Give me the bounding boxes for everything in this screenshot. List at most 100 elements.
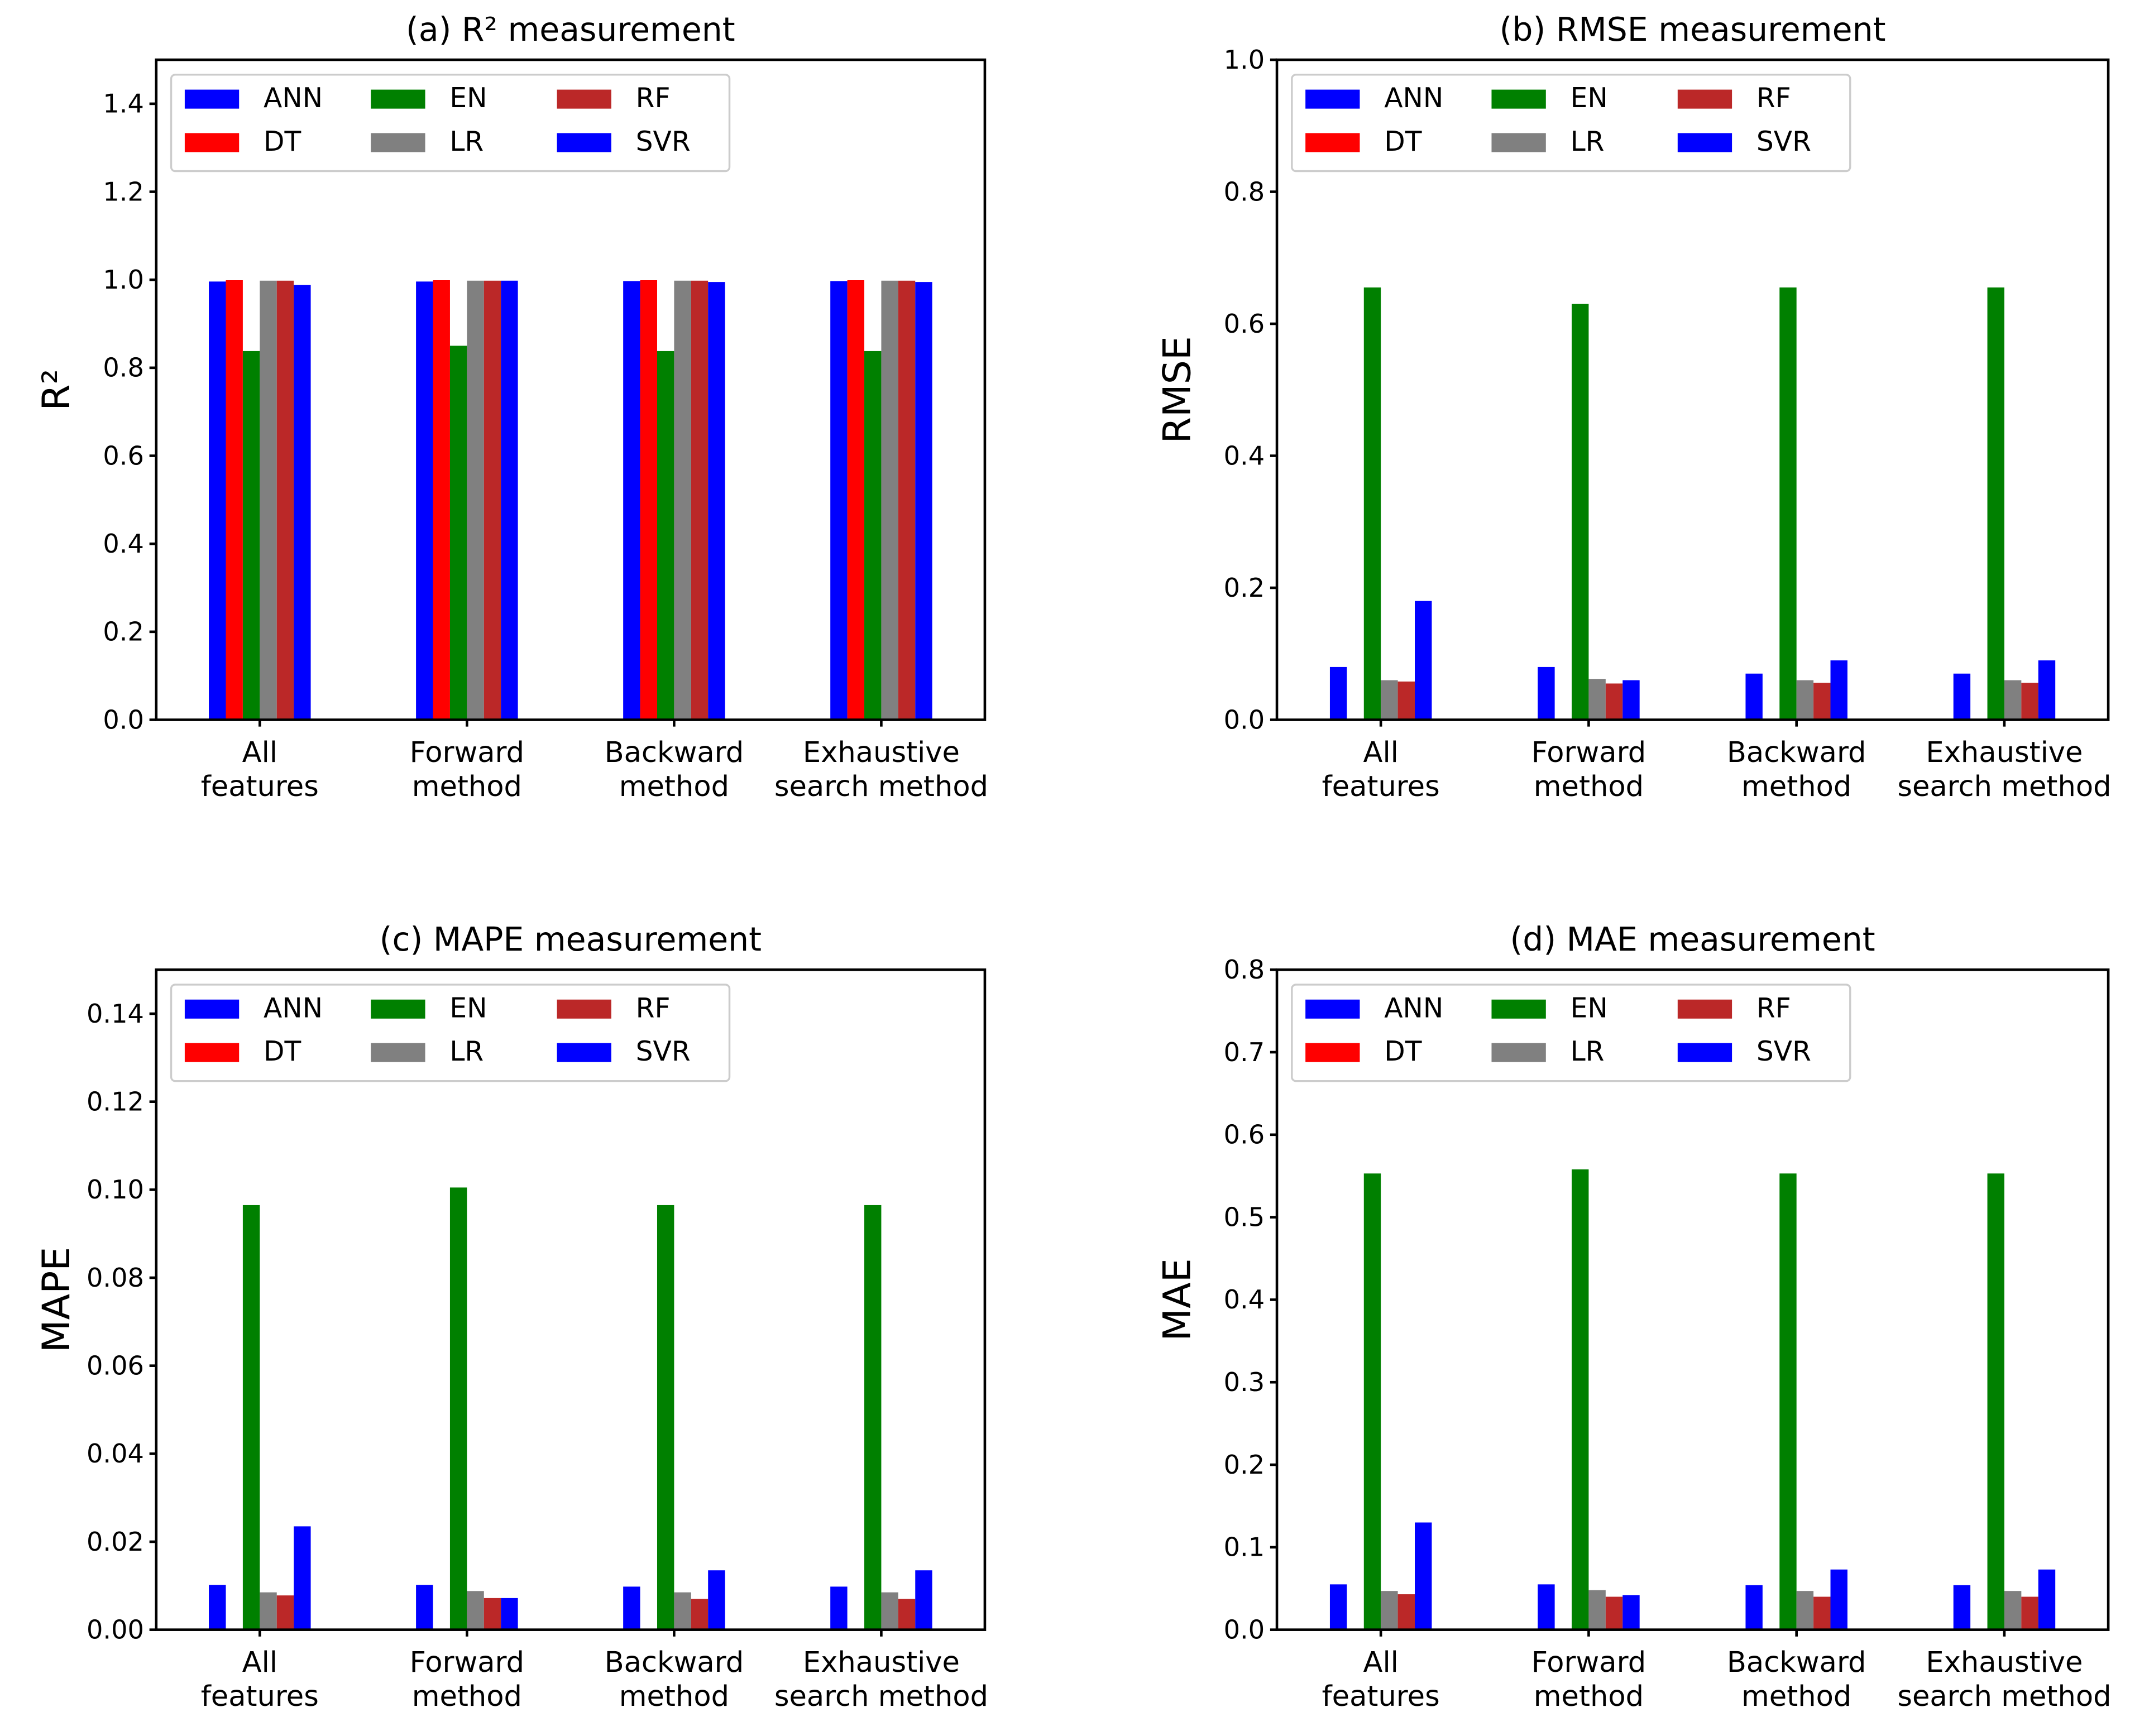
y-axis-label: MAE (1155, 1258, 1199, 1341)
bar-svr-3 (2038, 1569, 2056, 1630)
legend-label-dt: DT (264, 1036, 301, 1067)
x-tick-label: features (1322, 770, 1440, 803)
bar-lr-2 (1796, 680, 1814, 720)
chart-title: (b) RMSE measurement (1500, 11, 1886, 49)
bar-ann-2 (623, 281, 640, 720)
bar-svr-1 (1622, 680, 1640, 720)
legend-label-lr: LR (1571, 126, 1605, 157)
bar-rf-1 (1605, 683, 1623, 720)
bar-rf-2 (691, 1599, 709, 1630)
bar-ann-0 (1329, 1584, 1347, 1630)
bar-rf-1 (484, 280, 501, 720)
x-tick-label: Exhaustive (803, 1646, 960, 1679)
y-tick-label: 0.6 (103, 440, 144, 471)
x-tick-label: All (242, 736, 277, 769)
chart-panel-2: 0.00 0.02 0.04 0.06 0.08 0.10 0.12 0.14 Allfeatu… (35, 920, 988, 1713)
y-axis-label: RMSE (1155, 336, 1199, 443)
bar-rf-0 (1397, 681, 1415, 720)
y-tick-label: 0.8 (103, 353, 144, 383)
legend-label-ann: ANN (1384, 992, 1443, 1024)
legend-swatch-rf (1677, 999, 1732, 1019)
y-tick-label: 0.10 (87, 1174, 144, 1205)
plot-area-frame (155, 58, 987, 721)
x-tick-label: All (1363, 736, 1399, 769)
bar-rf-3 (2021, 683, 2038, 720)
bar-en-3 (864, 1205, 882, 1630)
bar-ann-1 (1538, 1584, 1555, 1630)
bar-lr-0 (1381, 1591, 1398, 1630)
legend-swatch-lr (371, 1043, 425, 1062)
bar-lr-3 (2004, 680, 2022, 720)
chart-title: (d) MAE measurement (1510, 920, 1875, 958)
x-tick-label: Backward (605, 1646, 744, 1679)
legend-label-lr: LR (449, 1036, 484, 1067)
bar-ann-3 (1953, 1585, 1971, 1630)
bar-en-3 (864, 351, 882, 720)
legend-swatch-ann (184, 89, 240, 109)
legend-swatch-ann (1305, 89, 1360, 109)
x-tick-label: Exhaustive (1926, 736, 2083, 769)
bar-svr-0 (1415, 601, 1432, 720)
legend-swatch-lr (371, 133, 425, 152)
y-tick-label: 0.2 (1224, 573, 1265, 603)
bar-ann-0 (1329, 666, 1347, 720)
bar-rf-0 (1397, 1594, 1415, 1630)
bar-lr-2 (674, 280, 691, 720)
x-tick-label: Backward (1727, 736, 1866, 769)
bar-svr-0 (294, 1526, 311, 1630)
y-tick-label: 0.14 (87, 999, 144, 1029)
legend-swatch-en (371, 999, 425, 1019)
x-tick-label: method (1534, 1680, 1644, 1713)
legend-swatch-ann (184, 999, 240, 1019)
x-tick-label: method (412, 1680, 522, 1713)
y-tick-label: 0.2 (1224, 1450, 1265, 1480)
bar-lr-3 (881, 1592, 898, 1630)
legend-swatch-en (371, 89, 425, 109)
legend-label-lr: LR (1571, 1036, 1605, 1067)
legend-swatch-dt (1305, 1043, 1360, 1062)
bar-lr-0 (260, 1592, 277, 1630)
legend-swatch-rf (557, 89, 611, 109)
bar-ann-2 (623, 1586, 640, 1630)
legend-label-rf: RF (1756, 992, 1791, 1024)
bar-lr-1 (467, 1591, 484, 1630)
bar-en-1 (449, 1187, 467, 1630)
bar-ann-1 (416, 1585, 433, 1630)
legend-swatch-dt (1305, 133, 1360, 152)
y-tick-label: 0.2 (103, 617, 144, 647)
bar-lr-1 (467, 280, 484, 720)
x-tick-label: Forward (1531, 736, 1646, 769)
y-tick-label: 0.8 (1224, 955, 1265, 985)
bar-svr-2 (1830, 660, 1847, 720)
legend-swatch-lr (1491, 1043, 1546, 1062)
x-tick-label: features (1322, 1680, 1440, 1713)
bar-en-1 (449, 346, 467, 720)
chart-title: (a) R² measurement (406, 11, 735, 49)
y-axis-label: R² (35, 369, 79, 411)
legend-label-dt: DT (1384, 126, 1421, 157)
y-tick-label: 0.0 (103, 704, 144, 735)
x-tick-label: method (1741, 770, 1851, 803)
x-tick-label: Backward (605, 736, 744, 769)
x-tick-label: Backward (1727, 1646, 1866, 1679)
y-tick-label: 0.04 (87, 1438, 144, 1469)
bar-en-0 (1363, 1173, 1381, 1630)
bar-en-1 (1572, 304, 1589, 720)
legend-label-svr: SVR (1756, 126, 1811, 157)
y-tick-label: 0.02 (87, 1527, 144, 1557)
legend-label-svr: SVR (636, 1036, 691, 1067)
bar-rf-3 (2021, 1596, 2038, 1630)
y-tick-label: 0.08 (87, 1263, 144, 1293)
legend-swatch-dt (184, 1043, 240, 1062)
bar-dt-2 (640, 280, 657, 720)
bar-ann-0 (209, 281, 226, 720)
bar-ann-1 (416, 281, 433, 720)
y-tick-label: 0.12 (87, 1086, 144, 1116)
legend-swatch-svr (1677, 133, 1732, 152)
chart-title: (c) MAPE measurement (380, 920, 762, 958)
bar-dt-1 (433, 280, 450, 720)
bar-rf-1 (1605, 1596, 1623, 1630)
x-tick-label: Forward (1531, 1646, 1646, 1679)
